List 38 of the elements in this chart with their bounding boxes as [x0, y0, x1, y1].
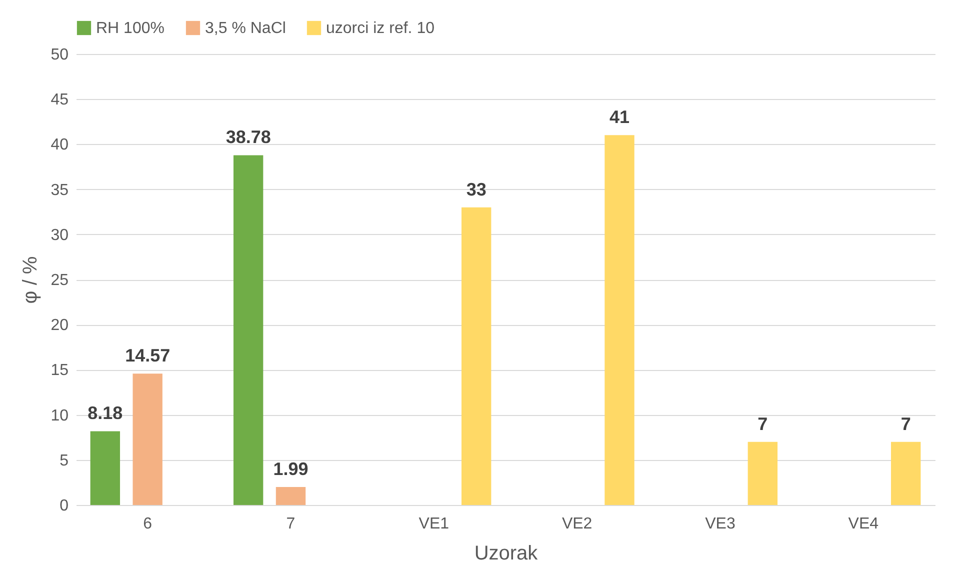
data-label: 7: [758, 414, 768, 434]
x-tick-label: VE3: [705, 516, 736, 532]
legend-label: RH 100%: [96, 20, 164, 37]
bar: [233, 155, 264, 505]
data-label: 8.18: [88, 403, 123, 424]
bar: [461, 207, 492, 505]
x-tick-label: VE2: [562, 516, 592, 532]
y-tick-label: 30: [50, 226, 69, 244]
x-tick-label: VE1: [418, 516, 450, 532]
data-label: 1.99: [273, 459, 308, 480]
y-tick-label: 35: [50, 182, 69, 199]
data-label: 33: [466, 179, 486, 200]
bar: [276, 487, 306, 505]
y-tick-label: 0: [60, 498, 69, 514]
y-axis-title: φ / %: [20, 256, 42, 304]
x-tick-label: 7: [286, 516, 296, 532]
bar: [890, 442, 921, 505]
legend-label: uzorci iz ref. 10: [326, 20, 435, 37]
legend-label: 3,5 % NaCl: [205, 20, 286, 37]
x-tick-label: 6: [143, 516, 152, 532]
y-tick-label: 5: [60, 452, 69, 470]
bar: [132, 374, 162, 505]
bar: [748, 442, 778, 505]
x-axis-title: Uzorak: [474, 542, 539, 564]
data-label: 7: [900, 414, 911, 434]
y-tick-label: 20: [50, 317, 69, 334]
y-tick-label: 10: [50, 407, 69, 424]
y-tick-label: 50: [50, 46, 69, 64]
y-tick-label: 15: [50, 362, 69, 380]
bar: [604, 135, 634, 505]
y-tick-label: 45: [50, 92, 69, 109]
data-label: 38.78: [226, 127, 271, 148]
y-tick-label: 40: [50, 136, 69, 154]
y-tick-label: 25: [50, 272, 69, 289]
data-label: 14.57: [125, 346, 170, 366]
bar: [90, 431, 120, 505]
x-tick-label: VE4: [848, 516, 879, 532]
data-label: 41: [609, 107, 630, 128]
